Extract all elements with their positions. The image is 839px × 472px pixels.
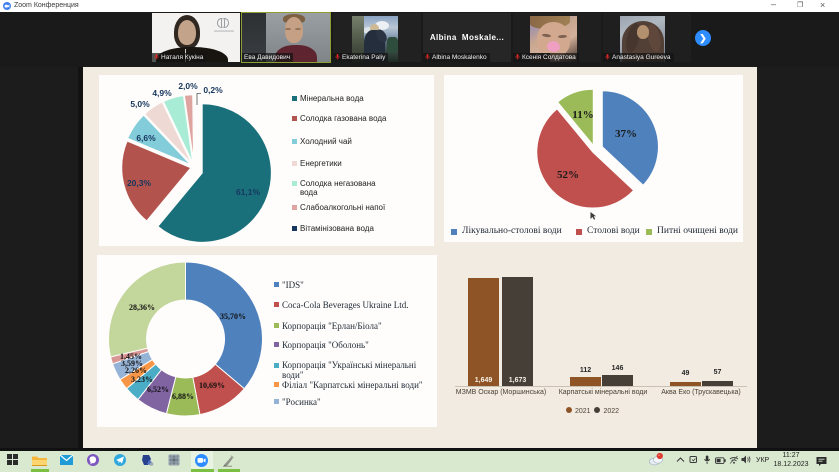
svg-text:5,0%: 5,0% [130,99,150,109]
svg-text:3,23%: 3,23% [131,375,153,384]
svg-text:52%: 52% [557,169,579,181]
svg-text:6,6%: 6,6% [136,133,156,143]
svg-text:6,88%: 6,88% [172,392,194,401]
svg-text:2,0%: 2,0% [178,81,198,91]
svg-text:1,45%: 1,45% [120,352,142,361]
svg-text:10,69%: 10,69% [199,381,225,390]
svg-text:28,36%: 28,36% [129,303,155,312]
svg-text:61,1%: 61,1% [236,187,261,197]
svg-text:2,26%: 2,26% [125,366,147,375]
svg-text:3,59%: 3,59% [121,359,143,368]
svg-text:11%: 11% [572,109,593,121]
svg-text:20,3%: 20,3% [127,178,152,188]
svg-text:0,2%: 0,2% [203,85,223,95]
svg-text:35,70%: 35,70% [220,312,246,321]
svg-text:4,9%: 4,9% [152,88,172,98]
svg-text:6,52%: 6,52% [147,385,169,394]
svg-text:37%: 37% [615,128,637,140]
